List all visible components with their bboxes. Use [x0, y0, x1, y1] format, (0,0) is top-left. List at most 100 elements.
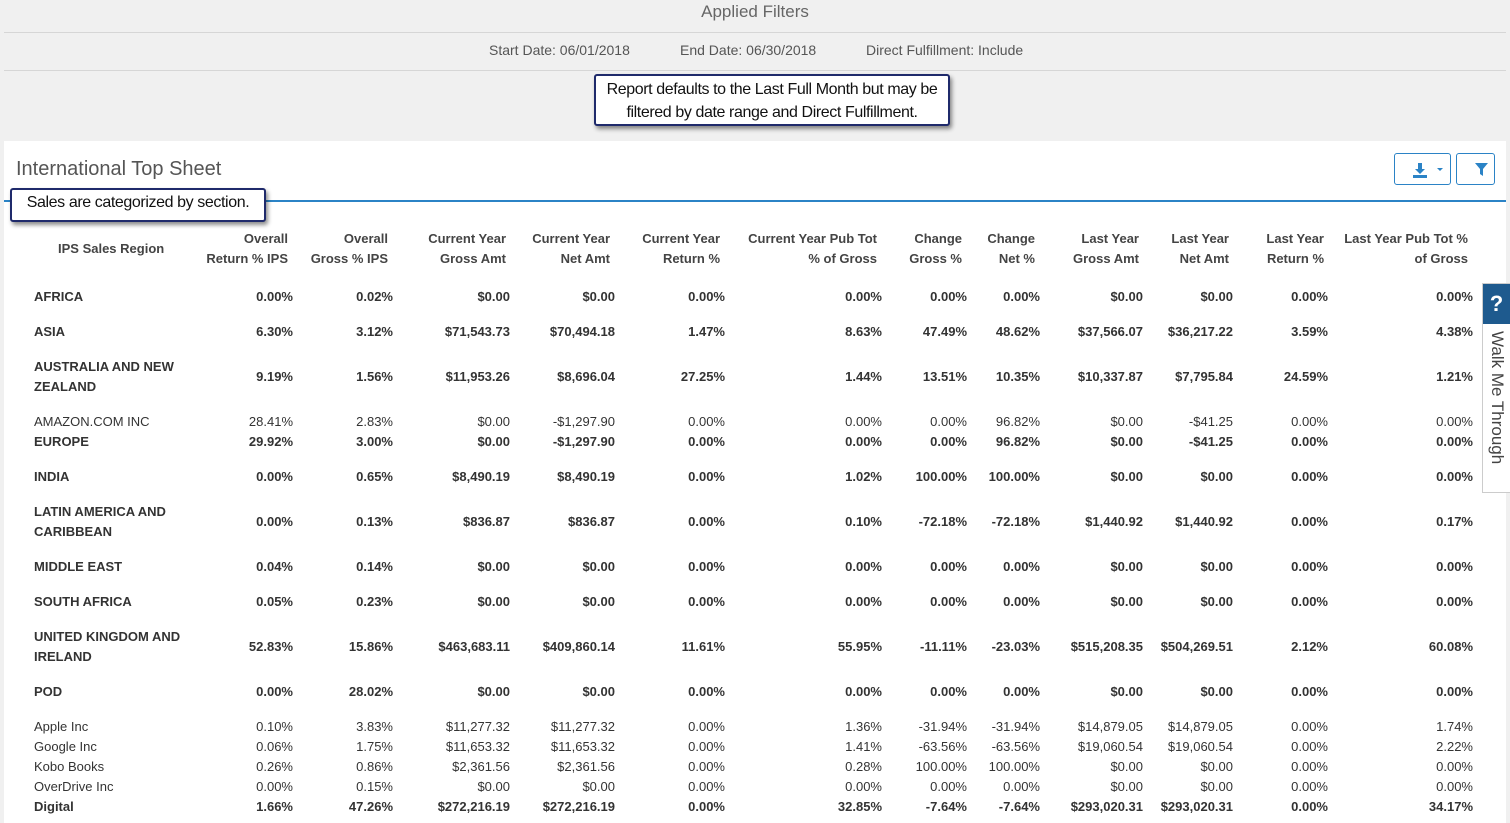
row-label: UNITED KINGDOM AND IRELAND [34, 629, 181, 664]
table-cell: 55.95% [837, 639, 882, 654]
column-header[interactable]: Current Year Pub Tot% of Gross [748, 231, 877, 266]
table-cell: 0.00% [1436, 434, 1473, 449]
table-cell: $11,653.32 [550, 739, 615, 754]
table-cell: $0.00 [582, 594, 615, 609]
table-cell: 34.17% [1428, 799, 1473, 814]
table-cell: -31.94% [918, 719, 967, 734]
column-header[interactable]: Overall Return % IPS [206, 231, 288, 266]
row-label: AMAZON.COM INC [34, 414, 150, 429]
table-cell: -$1,297.90 [552, 414, 615, 429]
table-cell: 100.00% [915, 469, 967, 484]
table-cell: 0.00% [1291, 469, 1328, 484]
table-cell: 10.35% [995, 369, 1040, 384]
table-cell: $0.00 [1200, 469, 1233, 484]
table-cell: 0.00% [930, 684, 967, 699]
table-cell: 100.00% [988, 759, 1040, 774]
table-cell: $0.00 [1110, 434, 1143, 449]
end-date-filter: End Date: 06/30/2018 [680, 42, 817, 58]
column-header[interactable]: Current Year Net Amt [532, 231, 610, 266]
row-label: ASIA [34, 324, 66, 339]
column-header[interactable]: Last Year Gross Amt [1073, 231, 1139, 266]
table-cell: -$1,297.90 [552, 434, 615, 449]
table-cell: -$41.25 [1188, 434, 1233, 449]
column-header[interactable]: Change Net % [987, 231, 1035, 266]
divider [4, 32, 1506, 33]
table-cell: -63.56% [991, 739, 1040, 754]
table-cell: 0.00% [1436, 684, 1473, 699]
table-cell: $11,953.26 [445, 369, 510, 384]
column-header-region[interactable]: IPS Sales Region [58, 241, 165, 256]
table-cell: 0.00% [1291, 289, 1328, 304]
table-cell: $1,440.92 [1085, 514, 1143, 529]
table-cell: 0.00% [1291, 559, 1328, 574]
table-cell: -72.18% [918, 514, 967, 529]
start-date-filter: Start Date: 06/01/2018 [489, 42, 630, 58]
table-cell: $0.00 [1110, 559, 1143, 574]
table-cell: 0.00% [1291, 799, 1328, 814]
walk-me-through-tab[interactable]: ? Walk Me Through [1482, 283, 1510, 493]
table-cell: 0.00% [845, 594, 882, 609]
column-header[interactable]: Last Year Pub Tot % of Gross [1344, 231, 1468, 266]
column-header[interactable]: Current Year Return % [642, 231, 720, 266]
table-cell: 0.00% [1003, 594, 1040, 609]
table-cell: $10,337.87 [1077, 369, 1143, 384]
table-cell: 0.26% [256, 759, 293, 774]
column-header[interactable]: Last Year Return % [1266, 231, 1324, 266]
filters-summary: Start Date: 06/01/2018 End Date: 06/30/2… [0, 40, 1510, 60]
table-cell: 0.00% [1291, 434, 1328, 449]
table-cell: 32.85% [837, 799, 882, 814]
table-cell: $0.00 [582, 779, 615, 794]
table-cell: 100.00% [988, 469, 1040, 484]
table-cell: 96.82% [995, 414, 1040, 429]
column-header[interactable]: Overall Gross % IPS [310, 231, 388, 266]
column-header[interactable]: Change Gross % [909, 231, 962, 266]
table-cell: $37,566.07 [1077, 324, 1143, 339]
row-label: AUSTRALIA AND NEW ZEALAND [34, 359, 174, 394]
row-label: Digital [34, 799, 74, 814]
table-cell: 0.00% [1003, 289, 1040, 304]
table-cell: 0.00% [930, 434, 967, 449]
table-cell: $19,060.54 [1167, 739, 1233, 754]
table-cell: 0.65% [356, 469, 393, 484]
column-header[interactable]: Last Year Net Amt [1171, 231, 1229, 266]
direct-fulfillment-filter: Direct Fulfillment: Include [866, 42, 1024, 58]
table-cell: 1.74% [1436, 719, 1473, 734]
table-cell: $19,060.54 [1077, 739, 1143, 754]
row-label: AFRICA [34, 289, 84, 304]
table-cell: 0.00% [688, 434, 725, 449]
column-header[interactable]: Current Year Gross Amt [428, 231, 506, 266]
table-cell: $8,696.04 [557, 369, 615, 384]
table-cell: $0.00 [1200, 559, 1233, 574]
table-cell: 27.25% [680, 369, 725, 384]
table-cell: 0.05% [256, 594, 293, 609]
table-cell: 0.00% [688, 469, 725, 484]
table-cell: 3.59% [1291, 324, 1328, 339]
table-cell: $0.00 [582, 289, 615, 304]
table-cell: $0.00 [1200, 779, 1233, 794]
table-cell: 0.00% [256, 779, 293, 794]
table-cell: -63.56% [918, 739, 967, 754]
row-label: Google Inc [34, 739, 97, 754]
row-label: OverDrive Inc [34, 779, 114, 794]
table-cell: 0.13% [356, 514, 393, 529]
table-cell: 1.47% [688, 324, 725, 339]
table-cell: 0.00% [1436, 779, 1473, 794]
table-cell: $8,490.19 [557, 469, 615, 484]
table-cell: 0.10% [845, 514, 882, 529]
table-cell: 1.02% [845, 469, 882, 484]
table-cell: 0.06% [256, 739, 293, 754]
export-button[interactable] [1394, 153, 1451, 185]
table-cell: $70,494.18 [549, 324, 615, 339]
table-cell: 1.56% [356, 369, 393, 384]
table-cell: 0.00% [845, 414, 882, 429]
table-cell: 1.44% [845, 369, 882, 384]
table-cell: 15.86% [348, 639, 393, 654]
filter-button[interactable] [1456, 153, 1495, 185]
table-cell: $0.00 [477, 684, 510, 699]
row-label: Kobo Books [34, 759, 105, 774]
table-cell: 1.41% [845, 739, 882, 754]
table-cell: $0.00 [1110, 779, 1143, 794]
table-cell: $14,879.05 [1077, 719, 1143, 734]
table-cell: 0.15% [356, 779, 393, 794]
table-cell: 9.19% [256, 369, 293, 384]
